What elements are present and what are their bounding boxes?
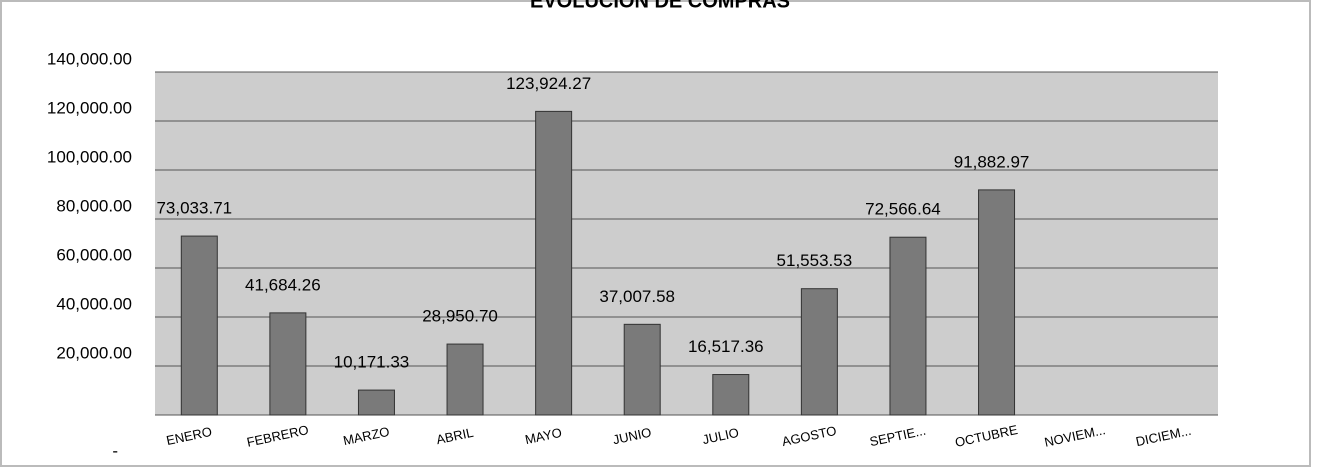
bar [800,288,838,416]
bar [535,110,573,416]
x-tick-label: JULIO [701,425,740,447]
bar [978,189,1016,416]
bar [357,389,395,416]
y-tick-label: - [112,441,118,460]
plot-area [155,72,1218,415]
value-label: 16,517.36 [688,337,764,356]
y-tick-label: 140,000.00 [47,49,132,68]
y-tick-label: 80,000.00 [56,196,132,215]
y-tick-label: 120,000.00 [47,98,132,117]
value-label: 51,553.53 [777,251,853,270]
bar [180,235,218,416]
bar [623,323,661,416]
bar [446,343,484,416]
value-label: 37,007.58 [599,287,675,306]
value-label: 10,171.33 [334,353,410,372]
value-label: 73,033.71 [156,199,232,218]
y-tick-label: 60,000.00 [56,245,132,264]
chart-title: EVOLUCION DE COMPRAS [530,0,790,12]
bar [712,374,750,416]
bar [889,236,927,416]
value-label: 72,566.64 [865,200,941,219]
y-tick-label: 40,000.00 [56,294,132,313]
bar [269,312,307,416]
value-label: 41,684.26 [245,275,321,294]
value-label: 28,950.70 [422,307,498,326]
y-tick-label: 20,000.00 [56,343,132,362]
value-label: 91,882.97 [954,152,1030,171]
value-label: 123,924.27 [506,74,591,93]
y-tick-label: 100,000.00 [47,147,132,166]
